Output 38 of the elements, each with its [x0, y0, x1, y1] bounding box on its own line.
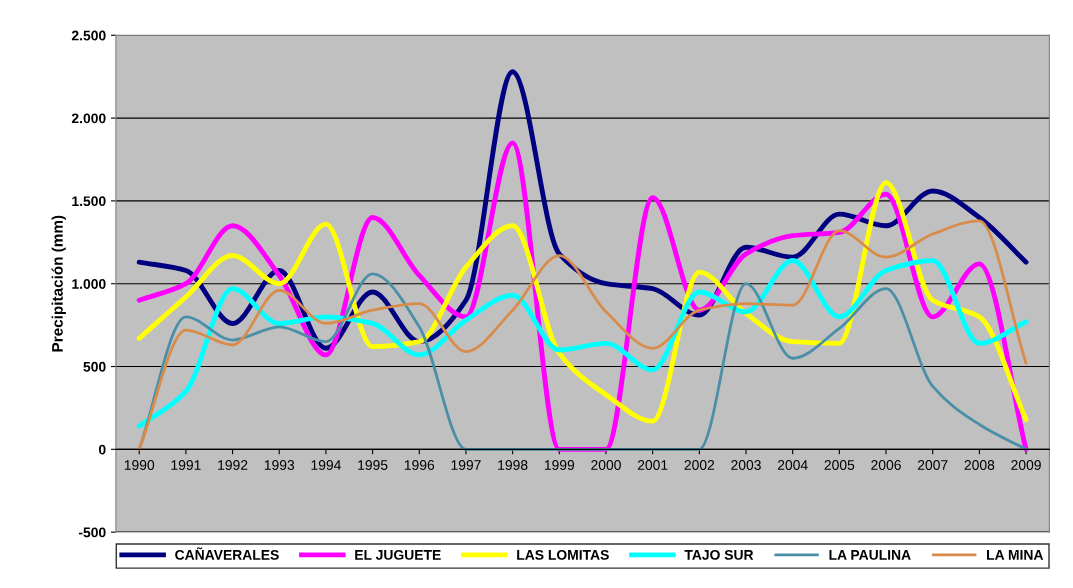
x-tick-label: 1999: [544, 460, 575, 470]
y-axis-title: Precipitación (mm): [51, 215, 66, 352]
x-tick-label: 2007: [917, 460, 948, 470]
x-tick-label: 2008: [964, 460, 995, 470]
y-tick-label: 2.000: [71, 113, 106, 124]
y-tick-label: -500: [78, 527, 106, 538]
y-tick-label: 0: [98, 444, 106, 455]
y-tick-label: 1.000: [72, 279, 106, 289]
x-tick-label: 1992: [218, 460, 248, 470]
x-tick-label: 1991: [171, 460, 201, 470]
x-tick-label: 2002: [684, 460, 715, 470]
legend-label: EL JUGUETE: [355, 549, 441, 560]
x-tick-label: 2009: [1011, 460, 1041, 470]
legend-label: TAJO SUR: [684, 549, 754, 560]
x-tick-label: 1996: [404, 460, 435, 470]
x-tick-label: 1995: [358, 460, 388, 470]
x-tick-label: 1994: [311, 460, 341, 470]
x-tick-label: 1997: [451, 460, 481, 470]
x-tick-label: 2006: [871, 460, 901, 470]
line-series: [137, 272, 1028, 451]
line-series: [136, 258, 1029, 429]
x-tick-label: 2004: [777, 460, 808, 470]
x-tick-label: 2005: [824, 460, 855, 470]
y-tick-label: 1.500: [72, 196, 106, 207]
x-tick-label: 1993: [264, 460, 295, 470]
legend-label: LA PAULINA: [829, 550, 911, 560]
line-series: [137, 219, 1028, 451]
line-series: [136, 180, 1029, 424]
y-tick-label: 500: [83, 361, 106, 372]
y-tick-label: 2.500: [71, 30, 106, 41]
x-tick-label: 1998: [498, 460, 528, 470]
x-tick-label: 2003: [731, 460, 761, 470]
x-tick-label: 2001: [637, 460, 668, 470]
legend-label: LA MINA: [987, 550, 1044, 560]
legend-label: CAÑAVERALES: [175, 547, 279, 560]
x-tick-label: 2000: [591, 460, 621, 470]
x-tick-label: 1990: [124, 460, 155, 470]
legend-label: LAS LOMITAS: [517, 549, 609, 560]
